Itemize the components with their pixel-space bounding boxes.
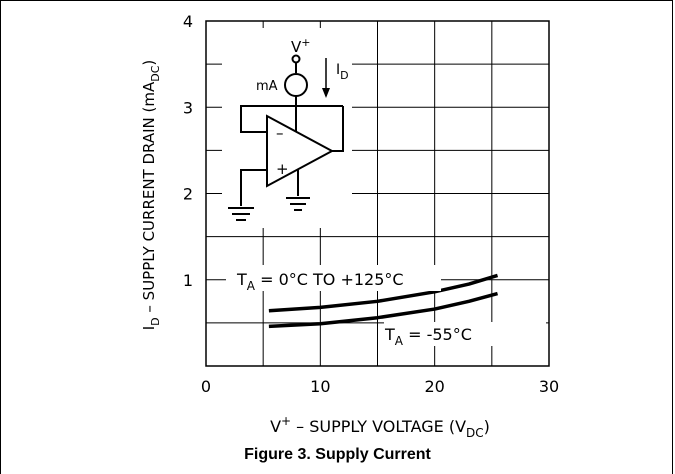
y-tick-labels: 1 2 3 4 <box>183 12 193 290</box>
y-tick-label: 1 <box>183 271 193 290</box>
x-tick-label: 0 <box>201 377 211 396</box>
cold-label-mask <box>384 322 546 346</box>
x-tick-label: 20 <box>424 377 444 396</box>
op-amp-plus: + <box>276 160 289 178</box>
current-label: ID <box>336 62 349 82</box>
op-amp-minus: – <box>276 124 284 142</box>
y-tick-label: 2 <box>183 185 193 204</box>
inset-schematic: V+ mA ID – + <box>222 28 352 228</box>
y-tick-label: 4 <box>183 12 193 31</box>
x-tick-label: 30 <box>539 377 559 396</box>
x-tick-labels: 0 10 20 30 <box>201 377 559 396</box>
series-group <box>268 273 499 329</box>
current-arrow-head <box>322 88 330 98</box>
ammeter-symbol <box>284 73 308 97</box>
y-tick-label: 3 <box>183 98 193 117</box>
series-line-hot <box>268 273 499 313</box>
supply-terminal <box>291 54 301 64</box>
x-tick-label: 10 <box>310 377 330 396</box>
plot-border <box>205 20 550 367</box>
figure-caption: Figure 3. Supply Current <box>244 446 431 463</box>
hot-label-mask <box>226 265 441 291</box>
output-wire <box>332 106 344 152</box>
ammeter-label: mA <box>256 79 278 94</box>
feedback-wire <box>240 105 296 133</box>
hot-curve-label: TA = 0°C TO +125°C <box>236 270 404 293</box>
inset-supply-label: V+ <box>291 36 310 56</box>
series-line-cold <box>268 291 499 329</box>
plot-area <box>205 20 550 367</box>
x-axis-label: V+ – SUPPLY VOLTAGE (VDC) <box>270 414 490 440</box>
plus-input-wire <box>240 169 267 206</box>
op-amp-symbol <box>266 114 335 188</box>
cold-curve-label: TA = -55°C <box>384 325 472 348</box>
y-axis-label: ID – SUPPLY CURRENT DRAIN (mADC) <box>140 60 162 331</box>
